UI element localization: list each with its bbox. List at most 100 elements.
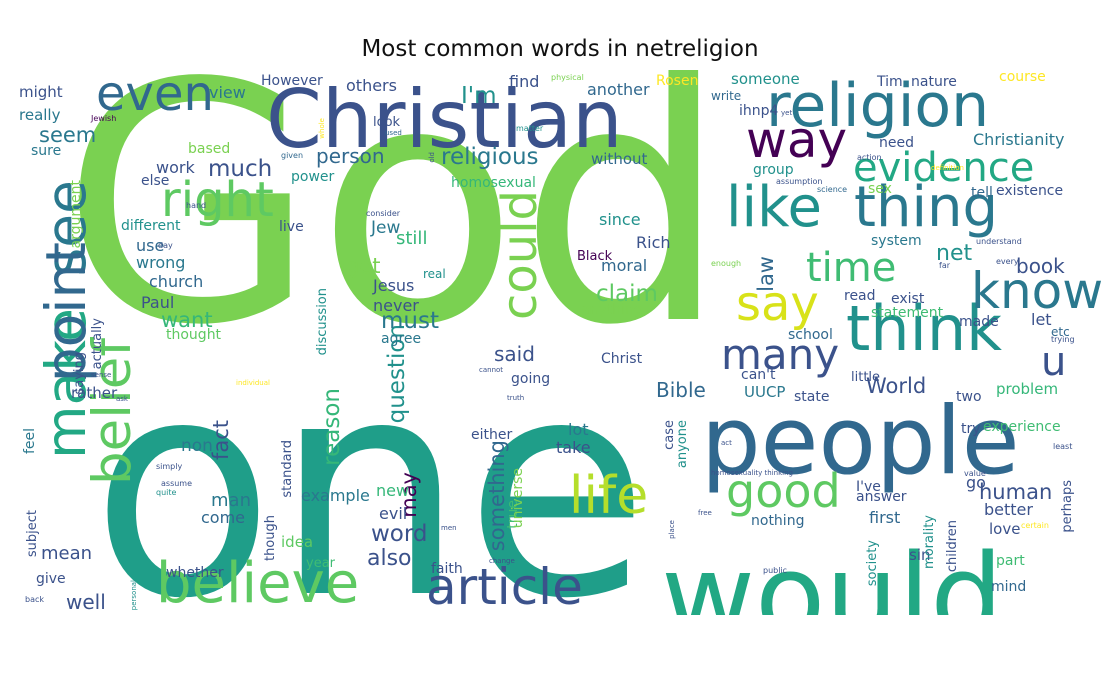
word-better: better bbox=[984, 500, 1033, 519]
word-part: part bbox=[996, 553, 1025, 569]
word-reason: reason bbox=[319, 388, 345, 466]
word-statement: statement bbox=[871, 305, 944, 321]
word-many: many bbox=[721, 330, 840, 379]
word-cloud: God one would people Christian religion think b… bbox=[11, 70, 1101, 615]
word-someone: someone bbox=[731, 70, 800, 88]
word-state: state bbox=[794, 389, 830, 405]
word-year: year bbox=[306, 556, 336, 571]
word-non: non bbox=[181, 436, 213, 456]
word-think: think bbox=[846, 292, 1003, 365]
word-universe: universe bbox=[510, 468, 526, 529]
word-live: live bbox=[279, 219, 304, 235]
word-word: word bbox=[371, 521, 428, 547]
word-way: way bbox=[746, 111, 848, 169]
word-jewish: Jewish bbox=[91, 114, 117, 123]
word-jew: Jew bbox=[371, 218, 401, 238]
word-cloud-frame: God one would people Christian religion think b… bbox=[11, 70, 1101, 615]
word-whether: whether bbox=[166, 565, 224, 581]
word-ask: ask bbox=[116, 395, 128, 403]
word-else: else bbox=[141, 173, 170, 189]
word-write: write bbox=[711, 89, 742, 103]
word-thought: thought bbox=[166, 327, 222, 343]
word-going: going bbox=[511, 371, 551, 387]
word-experience: experience bbox=[983, 419, 1061, 435]
word-feel: feel bbox=[22, 428, 38, 455]
word-society: society bbox=[865, 540, 880, 587]
word-every: every bbox=[996, 257, 1019, 266]
chart-title: Most common words in netreligion bbox=[361, 36, 759, 62]
word-right: right bbox=[161, 172, 274, 228]
word-simply: simply bbox=[156, 462, 183, 471]
word-enough: enough bbox=[711, 259, 742, 268]
word-fact: fact bbox=[209, 420, 233, 461]
word-let: let bbox=[1031, 310, 1052, 329]
word-still: still bbox=[396, 228, 428, 249]
word-evidence: evidence bbox=[853, 145, 1035, 191]
word-sure: sure bbox=[31, 143, 62, 159]
word-i-ve: I've bbox=[856, 479, 881, 495]
word-could: could bbox=[492, 190, 548, 320]
word-public: public bbox=[763, 566, 788, 575]
word-would: would bbox=[661, 530, 1004, 616]
word-assumption: assumption bbox=[776, 177, 823, 186]
word-christian: Christian bbox=[266, 73, 623, 166]
word-action: action bbox=[857, 153, 882, 162]
word-actually: actually bbox=[90, 318, 105, 370]
word-sex: sex bbox=[868, 181, 892, 197]
word-anyone: anyone bbox=[675, 420, 690, 469]
word-mean: mean bbox=[41, 543, 93, 564]
word-morality: morality bbox=[922, 515, 937, 569]
word-thing: thing bbox=[854, 175, 999, 240]
word-back: back bbox=[25, 595, 45, 604]
word-truth: truth bbox=[507, 394, 525, 402]
word-faith: faith bbox=[431, 561, 463, 577]
word-different: different bbox=[121, 218, 181, 234]
word-sense: sense bbox=[91, 371, 112, 379]
word-assume: assume bbox=[161, 479, 193, 488]
word-seem: seem bbox=[39, 123, 97, 147]
word-group: group bbox=[753, 162, 794, 178]
word-man: man bbox=[211, 490, 251, 511]
word-homosexuality-thinking: homosexuality thinking bbox=[711, 469, 793, 477]
word-science: science bbox=[817, 185, 848, 194]
word-go: go bbox=[966, 473, 986, 492]
word-never: never bbox=[373, 296, 419, 315]
word-get: get bbox=[346, 254, 381, 278]
word-rosen: Rosen bbox=[656, 73, 699, 89]
word-religion: religion bbox=[766, 71, 990, 141]
word-first: first bbox=[869, 508, 901, 527]
word-god: God bbox=[61, 70, 729, 397]
word-bible: Bible bbox=[656, 378, 706, 402]
word-discussion: discussion bbox=[315, 288, 330, 356]
word-rather: rather bbox=[71, 384, 118, 402]
word-personal: personal bbox=[130, 580, 138, 611]
word-know: know bbox=[971, 262, 1101, 320]
word-good: good bbox=[726, 464, 841, 518]
word-cannot: cannot bbox=[479, 366, 504, 374]
word-another: another bbox=[587, 80, 650, 99]
word-believe: believe bbox=[156, 551, 360, 615]
word-use: use bbox=[136, 236, 165, 255]
word-look: look bbox=[373, 115, 401, 130]
word-christianity: Christianity bbox=[973, 130, 1065, 149]
word-standard: standard bbox=[280, 440, 295, 498]
word-lot: lot bbox=[568, 420, 589, 439]
word-world: World bbox=[866, 374, 927, 398]
word-problem: problem bbox=[996, 380, 1059, 398]
word-certain: certain bbox=[1021, 521, 1049, 530]
word-life: life bbox=[569, 466, 649, 526]
word-made: made bbox=[959, 314, 999, 330]
word-based: based bbox=[188, 141, 231, 157]
word-mind: mind bbox=[991, 579, 1027, 595]
word-perhaps: perhaps bbox=[1060, 480, 1075, 533]
word-uucp: UUCP bbox=[744, 383, 786, 401]
word-work: work bbox=[156, 158, 195, 177]
word-also: also bbox=[367, 546, 412, 571]
word-religious: religious bbox=[441, 144, 539, 170]
word-like: like bbox=[726, 175, 823, 240]
word-argument: argument bbox=[68, 180, 84, 249]
word-can-t: can't bbox=[741, 367, 776, 383]
word-school: school bbox=[788, 327, 833, 343]
word-place: place bbox=[668, 520, 676, 539]
word-view: view bbox=[209, 83, 246, 102]
